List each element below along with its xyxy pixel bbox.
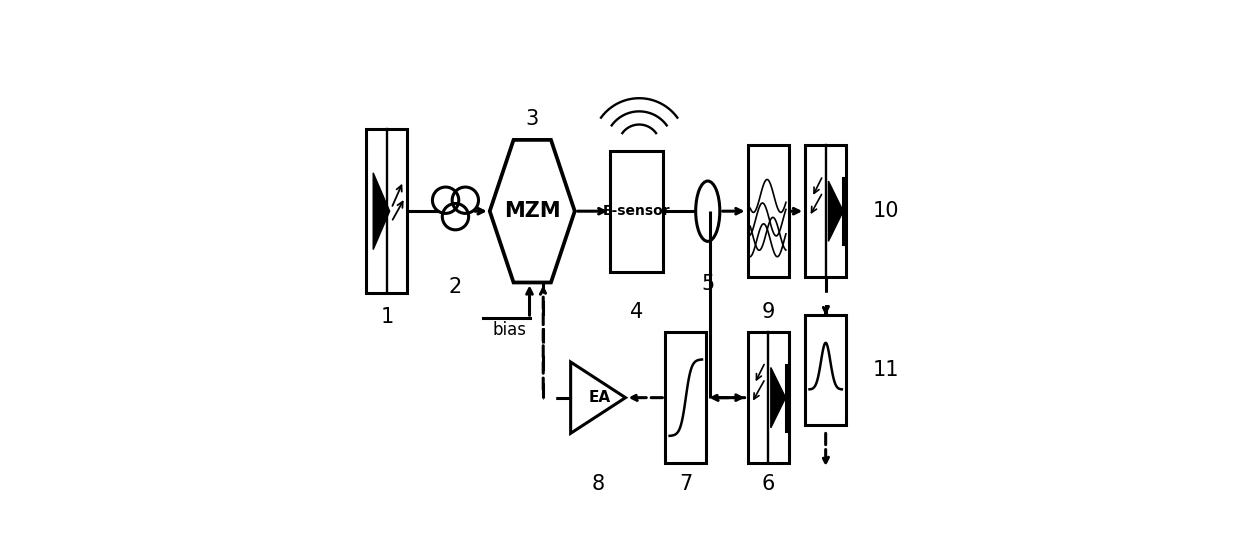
Bar: [366, 129, 408, 294]
Bar: [805, 315, 846, 425]
Text: 3: 3: [526, 109, 539, 129]
Text: EA: EA: [589, 390, 611, 405]
Bar: [805, 145, 846, 277]
Text: 11: 11: [872, 360, 899, 380]
Text: 8: 8: [591, 474, 605, 494]
Polygon shape: [570, 362, 625, 433]
Text: E-sensor: E-sensor: [603, 204, 671, 218]
Polygon shape: [373, 173, 389, 250]
Text: 9: 9: [761, 302, 775, 322]
Text: 5: 5: [701, 274, 714, 294]
Bar: [665, 332, 707, 464]
Polygon shape: [490, 140, 575, 283]
Text: 1: 1: [381, 307, 393, 327]
Text: MZM: MZM: [503, 201, 560, 221]
Polygon shape: [828, 181, 843, 242]
Text: 10: 10: [872, 201, 899, 221]
Text: 7: 7: [680, 474, 692, 494]
Text: 2: 2: [449, 277, 463, 297]
Bar: [748, 332, 789, 464]
Text: 4: 4: [630, 302, 644, 322]
Bar: [610, 151, 662, 271]
Bar: [748, 145, 789, 277]
Text: 6: 6: [761, 474, 775, 494]
Polygon shape: [771, 367, 786, 428]
Text: bias: bias: [492, 321, 526, 339]
